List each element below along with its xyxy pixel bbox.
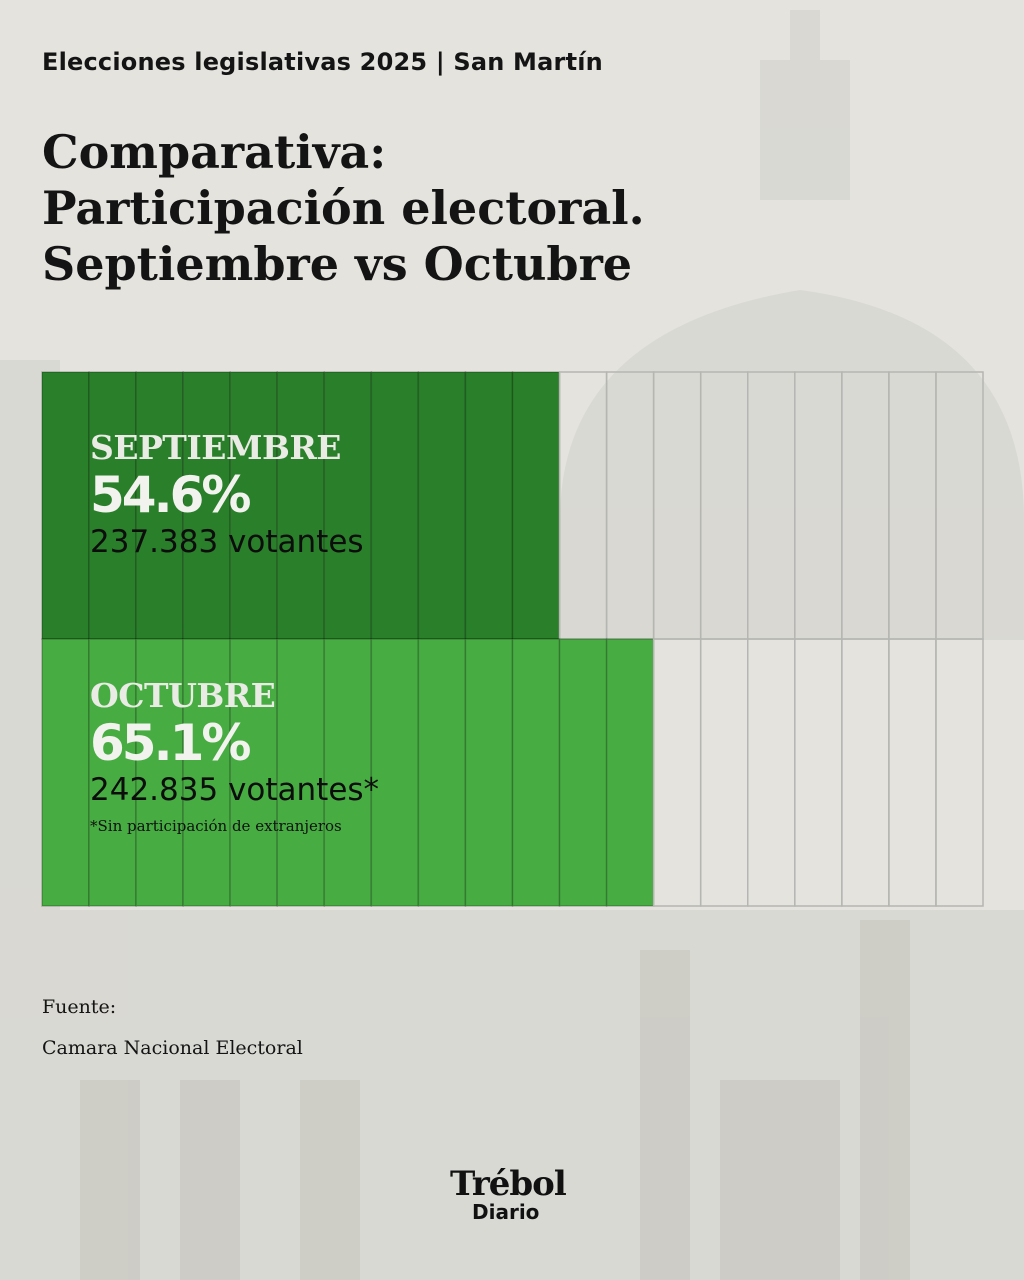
septiembre-empty-cell xyxy=(889,372,936,639)
octubre-filled-cell xyxy=(607,639,654,906)
september-voters: 237.383 votantes xyxy=(90,523,364,561)
brand-name: Trébol xyxy=(450,1166,566,1202)
octubre-filled-cell xyxy=(560,639,607,906)
octubre-empty-cell xyxy=(842,639,889,906)
september-percent: 54.6% xyxy=(90,467,364,523)
octubre-empty-cell xyxy=(889,639,936,906)
september-period-label: SEPTIEMBRE xyxy=(90,428,364,467)
brand-sub: Diario xyxy=(472,1202,566,1222)
octubre-empty-cell xyxy=(654,639,701,906)
septiembre-empty-cell xyxy=(560,372,607,639)
septiembre-empty-cell xyxy=(607,372,654,639)
septiembre-filled-cell xyxy=(513,372,560,639)
brand-logo: Trébol Diario xyxy=(450,1166,566,1222)
september-label-group: SEPTIEMBRE 54.6% 237.383 votantes xyxy=(90,428,364,561)
octubre-filled-cell xyxy=(513,639,560,906)
septiembre-empty-cell xyxy=(936,372,983,639)
octubre-filled-cell xyxy=(465,639,512,906)
octubre-empty-cell xyxy=(795,639,842,906)
october-label-group: OCTUBRE 65.1% 242.835 votantes* *Sin par… xyxy=(90,676,379,835)
october-period-label: OCTUBRE xyxy=(90,676,379,715)
septiembre-empty-cell xyxy=(654,372,701,639)
source-label: Fuente: xyxy=(42,996,116,1018)
octubre-filled-cell xyxy=(418,639,465,906)
octubre-empty-cell xyxy=(701,639,748,906)
october-footnote: *Sin participación de extranjeros xyxy=(90,817,379,835)
septiembre-empty-cell xyxy=(701,372,748,639)
septiembre-filled-cell xyxy=(42,372,89,639)
septiembre-empty-cell xyxy=(795,372,842,639)
octubre-empty-cell xyxy=(936,639,983,906)
septiembre-filled-cell xyxy=(465,372,512,639)
octubre-filled-cell xyxy=(42,639,89,906)
septiembre-empty-cell xyxy=(842,372,889,639)
october-percent: 65.1% xyxy=(90,715,379,771)
septiembre-filled-cell xyxy=(371,372,418,639)
octubre-empty-cell xyxy=(748,639,795,906)
septiembre-empty-cell xyxy=(748,372,795,639)
participation-chart xyxy=(0,0,1024,1280)
source-text: Camara Nacional Electoral xyxy=(42,1037,303,1059)
septiembre-filled-cell xyxy=(418,372,465,639)
october-voters: 242.835 votantes* xyxy=(90,771,379,809)
